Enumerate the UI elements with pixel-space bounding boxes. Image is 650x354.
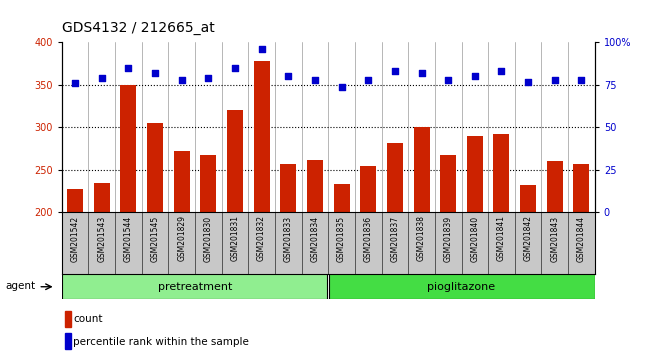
Point	[337, 84, 347, 90]
Text: pioglitazone: pioglitazone	[428, 282, 495, 292]
Bar	[62, 274, 327, 299]
Bar	[360, 166, 376, 212]
Text: GSM201545: GSM201545	[151, 216, 159, 262]
Point	[96, 75, 107, 81]
Bar	[413, 127, 430, 212]
Point	[550, 77, 560, 83]
Text: GSM201842: GSM201842	[524, 216, 532, 262]
Bar	[147, 123, 163, 212]
Point	[363, 77, 373, 83]
Bar	[227, 110, 243, 212]
Bar	[307, 160, 323, 212]
Point	[230, 65, 240, 71]
Text: GSM201544: GSM201544	[124, 216, 133, 262]
Text: GSM201838: GSM201838	[417, 216, 426, 262]
Text: GSM201834: GSM201834	[311, 216, 319, 262]
Point	[390, 69, 400, 74]
Bar	[65, 311, 71, 327]
Text: GSM201841: GSM201841	[497, 216, 506, 262]
Text: GSM201543: GSM201543	[98, 216, 106, 262]
Text: GSM201843: GSM201843	[551, 216, 559, 262]
Point	[283, 74, 294, 79]
Text: agent: agent	[5, 280, 35, 291]
Text: GSM201542: GSM201542	[71, 216, 79, 262]
Text: GDS4132 / 212665_at: GDS4132 / 212665_at	[62, 21, 214, 35]
Point	[497, 69, 507, 74]
Point	[177, 77, 187, 83]
Point	[310, 77, 320, 83]
Point	[70, 80, 81, 86]
Bar	[67, 189, 83, 212]
Bar	[330, 274, 595, 299]
Bar	[493, 134, 510, 212]
Text: GSM201833: GSM201833	[284, 216, 292, 262]
Text: GSM201839: GSM201839	[444, 216, 452, 262]
Bar	[387, 143, 403, 212]
Bar	[254, 61, 270, 212]
Bar	[65, 333, 71, 349]
Point	[203, 75, 213, 81]
Bar	[94, 183, 110, 212]
Text: GSM201829: GSM201829	[177, 216, 186, 262]
Bar	[280, 164, 296, 212]
Point	[577, 77, 587, 83]
Text: percentile rank within the sample: percentile rank within the sample	[73, 337, 249, 347]
Text: GSM201832: GSM201832	[257, 216, 266, 262]
Text: GSM201835: GSM201835	[337, 216, 346, 262]
Bar	[520, 185, 536, 212]
Bar	[440, 155, 456, 212]
Point	[124, 65, 134, 71]
Bar	[174, 151, 190, 212]
Text: GSM201831: GSM201831	[231, 216, 239, 262]
Point	[443, 77, 454, 83]
Point	[256, 46, 267, 52]
Bar	[467, 136, 483, 212]
Text: pretreatment: pretreatment	[158, 282, 232, 292]
Point	[417, 70, 427, 76]
Point	[469, 74, 480, 79]
Bar	[573, 164, 590, 212]
Point	[523, 79, 533, 84]
Text: GSM201837: GSM201837	[391, 216, 399, 262]
Bar	[200, 155, 216, 212]
Text: GSM201840: GSM201840	[471, 216, 479, 262]
Bar	[120, 85, 136, 212]
Point	[150, 70, 161, 76]
Text: GSM201830: GSM201830	[204, 216, 213, 262]
Text: GSM201844: GSM201844	[577, 216, 586, 262]
Text: count: count	[73, 314, 103, 325]
Bar	[547, 161, 563, 212]
Text: GSM201836: GSM201836	[364, 216, 372, 262]
Bar	[333, 184, 350, 212]
